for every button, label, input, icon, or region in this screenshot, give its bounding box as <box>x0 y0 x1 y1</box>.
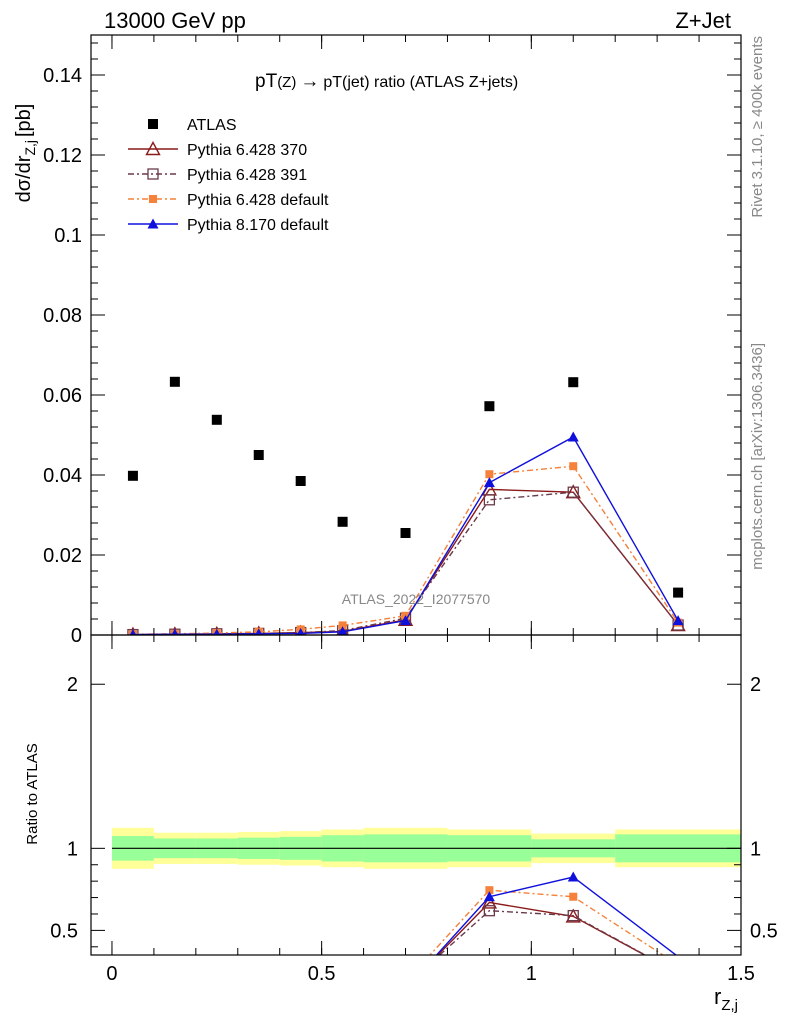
series-point-pythia-6-428-default <box>485 470 494 479</box>
legend-marker-pythia-8-170-default <box>147 218 159 229</box>
legend-marker-atlas <box>148 119 158 129</box>
y-tick-label-main: 0.06 <box>43 385 82 407</box>
legend-label-pythia-8-170-default: Pythia 8.170 default <box>187 217 329 234</box>
data-point-atlas <box>568 377 579 388</box>
y-tick-label-ratio: 1 <box>67 838 78 860</box>
ratio-point-pythia-6-428-391 <box>567 909 579 922</box>
axis-ticks: 0 0.5 1 1.5 0 0.02 0.04 0.06 0.08 0.1 0.12 0.14 0.5 0… <box>43 35 778 985</box>
series-point-pythia-8-170-default <box>171 628 179 635</box>
title-rest: pT(jet) ratio (ATLAS Z+jets) <box>323 74 518 91</box>
series-point-pythia-8-170-default <box>255 628 263 635</box>
series-point-pythia-8-170-default <box>400 615 412 626</box>
ratio-point-pythia-6-428-370 <box>481 894 498 909</box>
data-point-atlas <box>253 450 264 460</box>
y-label-sub: Z,j <box>22 140 38 156</box>
y-tick-label-main: 0.14 <box>43 65 82 87</box>
data-point-atlas <box>484 401 495 412</box>
mcplots-label: mcplots.cern.ch [arXiv:1306.3436] <box>749 343 766 570</box>
y-tick-label-ratio: 0.5 <box>50 920 78 942</box>
x-tick-label: 0.5 <box>308 963 336 985</box>
title-pt: pT <box>255 71 278 92</box>
series-point-pythia-8-170-default <box>213 628 221 635</box>
y-tick-label-main: 0.1 <box>54 225 82 247</box>
x-tick-label: 0 <box>106 963 117 985</box>
data-point-atlas <box>127 470 138 481</box>
ratio-line-pythia-6-428-370 <box>436 901 647 955</box>
data-point-atlas <box>337 516 348 527</box>
title-arrow: → <box>300 71 319 92</box>
y-tick-label-main: 0.04 <box>43 465 82 487</box>
x-label-sub: Z,j <box>721 997 738 1014</box>
series-point-pythia-8-170-default <box>296 627 305 635</box>
ratio-point-pythia-8-170-default <box>483 891 495 902</box>
header-left: 13000 GeV pp <box>104 8 246 33</box>
y-tick-label-ratio-right: 2 <box>750 674 761 696</box>
y-axis-label-ratio: Ratio to ATLAS <box>24 743 41 844</box>
chart-title: pT(Z) → pT(jet) ratio (ATLAS Z+jets) <box>255 71 518 92</box>
y-tick-label-main: 0.12 <box>43 145 82 167</box>
title-z: (Z) <box>277 74 296 91</box>
x-tick-label: 1 <box>526 963 537 985</box>
ratio-point-pythia-6-428-default <box>485 886 494 895</box>
series-point-pythia-8-170-default <box>337 626 348 635</box>
series-point-pythia-6-428-391 <box>483 494 496 506</box>
rivet-label: Rivet 3.1.10, ≥ 400k events <box>749 36 766 218</box>
data-point-atlas <box>169 376 180 387</box>
legend-marker-pythia-6-428-391 <box>147 168 159 180</box>
mc-series-ratio <box>428 871 678 955</box>
legend-label-pythia-6-428-default: Pythia 6.428 default <box>187 192 329 209</box>
legend-marker-pythia-6-428-default <box>149 195 157 203</box>
data-point-atlas <box>295 476 306 486</box>
series-point-pythia-6-428-default <box>569 462 578 471</box>
y-label-main: dσ/dr <box>13 155 35 202</box>
series-line-pythia-6-428-default <box>132 465 679 635</box>
ratio-line-pythia-6-428-391 <box>438 909 647 955</box>
x-axis-label: rZ,j <box>714 984 738 1014</box>
analysis-watermark: ATLAS_2022_I2077570 <box>342 591 491 607</box>
x-label-main: r <box>714 984 721 1009</box>
series-point-pythia-6-428-default <box>338 621 347 630</box>
ratio-point-pythia-6-428-391 <box>483 905 496 917</box>
header-right: Z+Jet <box>675 8 731 33</box>
data-point-atlas <box>211 414 222 425</box>
series-point-pythia-8-170-default <box>483 477 495 488</box>
y-tick-label-main: 0.02 <box>43 545 82 567</box>
ratio-point-pythia-6-428-default <box>569 892 578 901</box>
y-tick-label-ratio-right: 0.5 <box>750 920 778 942</box>
data-point-atlas <box>400 528 411 538</box>
series-point-pythia-8-170-default <box>672 615 684 626</box>
legend-label-atlas: ATLAS <box>187 117 237 134</box>
ratio-point-pythia-6-428-370 <box>565 908 581 923</box>
legend-label-pythia-6-428-391: Pythia 6.428 391 <box>187 167 307 184</box>
y-tick-label-main: 0 <box>71 625 82 647</box>
y-tick-label-ratio-right: 1 <box>750 838 761 860</box>
ratio-point-pythia-8-170-default <box>567 871 579 882</box>
y-tick-label-ratio: 2 <box>67 674 78 696</box>
series-point-pythia-8-170-default <box>567 431 579 442</box>
ratio-line-pythia-8-170-default <box>435 876 678 955</box>
ratio-panel <box>111 827 741 955</box>
series-point-pythia-8-170-default <box>129 629 137 635</box>
ratio-frame <box>90 634 742 956</box>
y-tick-label-main: 0.08 <box>43 305 82 327</box>
data-point-atlas <box>673 587 684 598</box>
legend-label-pythia-6-428-370: Pythia 6.428 370 <box>187 142 307 159</box>
y-axis-label-main: dσ/drZ,j [pb] <box>13 104 38 203</box>
x-tick-label: 1.5 <box>727 963 755 985</box>
legend: ATLAS Pythia 6.428 370 Pythia 6.428 391 Pyt… <box>128 117 329 234</box>
series-point-pythia-6-428-391 <box>567 486 579 498</box>
y-label-unit: [pb] <box>13 104 35 137</box>
legend-marker-pythia-6-428-370 <box>145 141 161 156</box>
